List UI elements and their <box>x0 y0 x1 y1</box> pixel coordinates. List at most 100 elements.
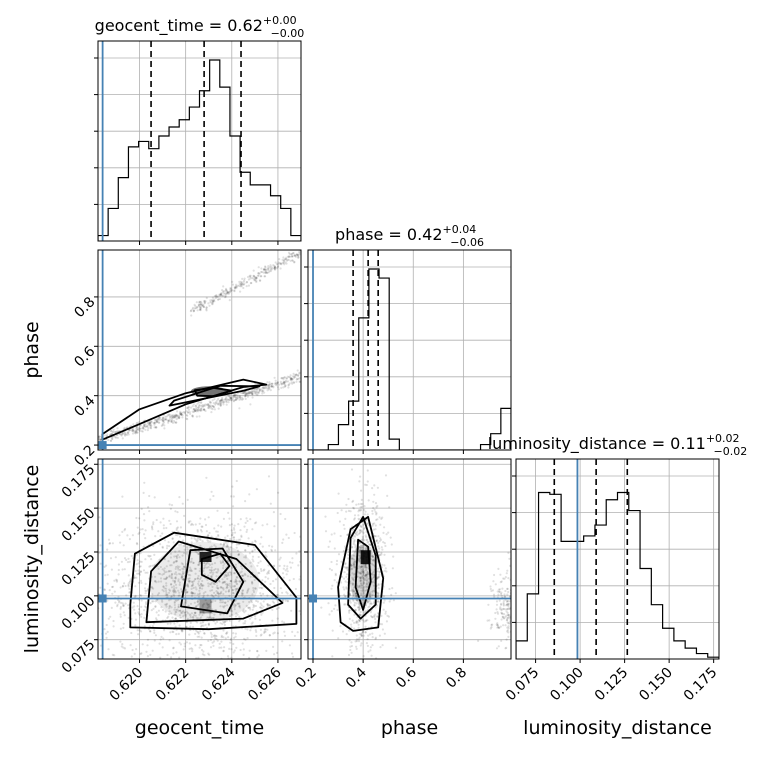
scatter-point <box>352 594 355 598</box>
scatter-point <box>225 288 228 291</box>
scatter-point <box>183 412 186 415</box>
scatter-point <box>270 385 273 388</box>
scatter-point <box>273 267 276 270</box>
scatter-point <box>241 589 245 592</box>
scatter-point <box>98 438 101 441</box>
scatter-point <box>357 640 361 643</box>
scatter-point <box>168 588 171 591</box>
scatter-point <box>177 605 180 608</box>
scatter-point <box>142 491 145 494</box>
scatter-point <box>165 602 169 605</box>
scatter-point <box>363 513 367 516</box>
scatter-point <box>358 620 361 623</box>
scatter-point <box>259 634 262 637</box>
scatter-point <box>359 579 362 582</box>
scatter-point <box>370 549 373 552</box>
scatter-point <box>185 610 188 613</box>
scatter-point <box>212 616 215 620</box>
scatter-point <box>371 487 374 490</box>
contour-level-3 <box>354 538 372 611</box>
scatter-point <box>242 600 245 603</box>
scatter-point <box>153 496 156 499</box>
scatter-point <box>174 416 177 419</box>
scatter-point <box>163 539 167 542</box>
scatter-point <box>362 655 365 658</box>
scatter-point <box>165 570 168 574</box>
scatter-point <box>229 586 232 589</box>
scatter-point <box>137 569 140 572</box>
scatter-point <box>137 428 140 431</box>
scatter-point <box>351 567 354 570</box>
scatter-point <box>193 303 196 306</box>
scatter-point <box>282 382 285 385</box>
scatter-point <box>227 574 230 577</box>
scatter-point <box>228 395 231 398</box>
scatter-point <box>106 548 109 551</box>
scatter-point <box>219 293 223 296</box>
scatter-point <box>162 585 165 588</box>
scatter-point <box>216 571 219 574</box>
scatter-point <box>346 573 349 576</box>
scatter-point <box>367 499 370 502</box>
scatter-point <box>194 538 197 541</box>
scatter-point <box>243 622 247 625</box>
scatter-point <box>358 559 361 562</box>
scatter-point <box>234 588 237 591</box>
scatter-point <box>384 610 387 613</box>
scatter-point <box>137 608 141 611</box>
scatter-point <box>119 627 122 630</box>
scatter-point <box>123 433 126 436</box>
scatter-point <box>201 621 204 624</box>
scatter-point <box>179 568 182 572</box>
scatter-point <box>369 594 372 598</box>
scatter-point <box>264 576 267 579</box>
scatter-point <box>494 617 497 620</box>
scatter-point <box>253 275 256 278</box>
scatter-point <box>206 578 209 581</box>
scatter-point <box>165 415 168 418</box>
scatter-point <box>207 406 210 409</box>
scatter-point <box>217 397 220 401</box>
scatter-point <box>177 530 180 533</box>
scatter-point <box>202 304 205 307</box>
scatter-point <box>507 602 511 605</box>
scatter-point <box>391 567 394 570</box>
scatter-point <box>270 268 273 271</box>
scatter-point <box>499 581 502 584</box>
scatter-point <box>342 577 346 580</box>
scatter-point <box>207 623 210 626</box>
scatter-point <box>336 608 339 612</box>
scatter-point <box>290 253 293 256</box>
scatter-point <box>190 585 193 588</box>
scatter-point <box>167 413 170 416</box>
scatter-point <box>371 632 374 635</box>
scatter-point <box>152 523 155 526</box>
scatter-point <box>362 581 365 584</box>
scatter-point <box>200 648 204 652</box>
scatter-point <box>154 634 157 637</box>
scatter-point <box>209 301 212 304</box>
scatter-point <box>247 587 250 591</box>
scatter-point <box>198 305 201 309</box>
scatter-point <box>245 604 248 608</box>
scatter-point <box>194 605 198 608</box>
scatter-point <box>150 558 153 561</box>
scatter-point <box>184 534 187 538</box>
scatter-point <box>178 609 182 612</box>
scatter-point <box>350 468 354 471</box>
scatter-point <box>249 561 252 564</box>
scatter-point <box>178 416 181 419</box>
scatter-point <box>244 390 247 393</box>
scatter-point <box>275 382 278 385</box>
scatter-point <box>172 579 175 582</box>
scatter-point <box>178 624 181 627</box>
scatter-point <box>264 265 267 268</box>
scatter-point <box>135 431 139 434</box>
scatter-point <box>173 579 177 583</box>
scatter-point <box>272 580 275 583</box>
scatter-point <box>215 571 218 574</box>
scatter-point <box>199 528 203 532</box>
scatter-point <box>238 615 241 618</box>
scatter-point <box>202 594 205 597</box>
scatter-point <box>201 304 204 307</box>
